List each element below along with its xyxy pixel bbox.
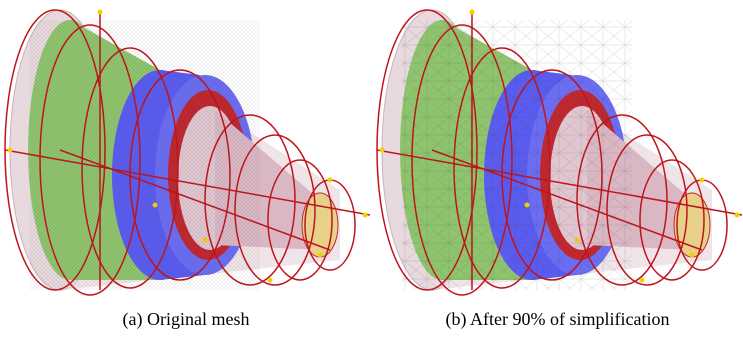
panel-image-a: [5, 10, 370, 296]
caption: (b) After 90% of simplification: [372, 309, 743, 330]
caption: (a) Original mesh: [0, 309, 372, 330]
panel-image-b: [377, 10, 742, 296]
figure: (a) Original mesh (b) After 90% of simpl…: [0, 0, 743, 341]
figure-images: [0, 0, 743, 341]
